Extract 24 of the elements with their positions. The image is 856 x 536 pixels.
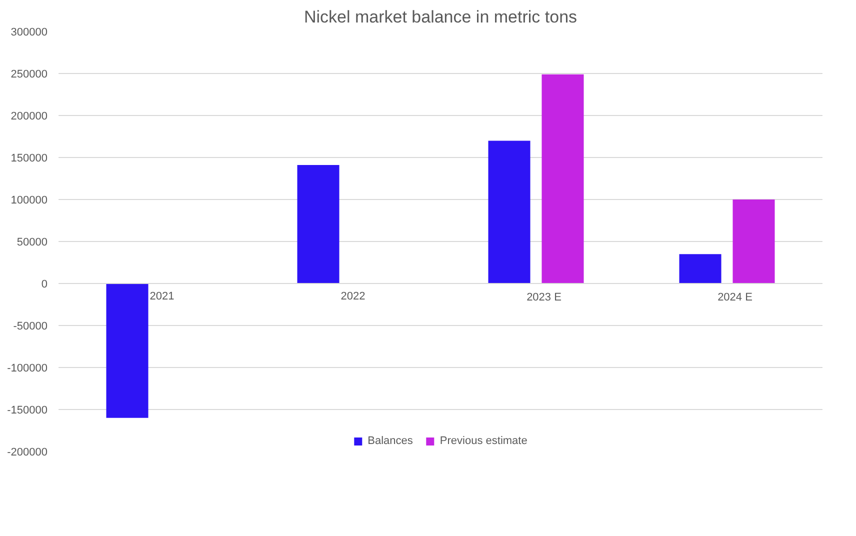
y-tick-label: 50000 [16, 236, 48, 248]
bar [732, 200, 775, 284]
bar [679, 254, 722, 284]
y-tick-label: 250000 [10, 68, 48, 80]
y-tick-label: 200000 [10, 110, 48, 122]
y-tick-label: -50000 [13, 320, 48, 332]
x-tick-label: 2021 [150, 290, 174, 302]
y-tick-label: -150000 [7, 404, 48, 416]
y-tick-label: 150000 [10, 152, 48, 164]
x-tick-label: 2024 E [718, 292, 752, 304]
bar [297, 165, 340, 284]
bar [542, 74, 584, 284]
y-tick-label: 300000 [10, 26, 48, 38]
y-tick-label: -100000 [7, 362, 48, 374]
bar [488, 140, 530, 284]
chart-title: Nickel market balance in metric tons [304, 8, 578, 26]
x-tick-label: 2023 E [526, 292, 562, 304]
bar [106, 284, 148, 418]
y-tick-label: 100000 [10, 194, 48, 206]
legend-label: Previous estimate [440, 435, 528, 447]
y-tick-label: 0 [41, 278, 48, 290]
y-tick-label: -200000 [7, 446, 48, 458]
legend-label: Balances [368, 435, 413, 447]
x-tick-label: 2022 [340, 290, 366, 302]
